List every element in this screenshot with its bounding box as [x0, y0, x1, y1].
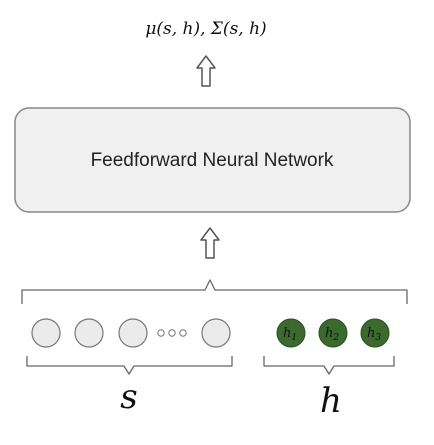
history-label: h — [320, 381, 342, 421]
input-arrow — [200, 227, 220, 259]
history-node — [276, 318, 306, 348]
ellipsis-dot — [168, 329, 176, 337]
network-box — [14, 107, 411, 213]
history-node — [360, 318, 390, 348]
ellipsis-dot — [179, 329, 187, 337]
history-node-label: h3 — [367, 326, 381, 343]
state-nodes — [31, 318, 231, 348]
history-node — [318, 318, 348, 348]
history-nodes: h1 h2 h3 — [276, 318, 390, 348]
state-node — [31, 318, 61, 348]
state-node — [118, 318, 148, 348]
history-node-label: h2 — [325, 326, 339, 343]
state-brace — [26, 356, 233, 375]
network-label: Feedforward Neural Network — [91, 150, 334, 171]
output-arrow — [196, 55, 216, 87]
history-brace — [263, 356, 395, 375]
state-label: s — [120, 377, 137, 417]
ellipsis-dots — [157, 329, 187, 337]
history-node-label: h1 — [283, 326, 297, 343]
state-node — [201, 318, 231, 348]
state-node — [74, 318, 104, 348]
output-label: μ(s, h), Σ(s, h) — [145, 19, 266, 39]
input-brace — [21, 279, 408, 304]
ellipsis-dot — [157, 329, 165, 337]
